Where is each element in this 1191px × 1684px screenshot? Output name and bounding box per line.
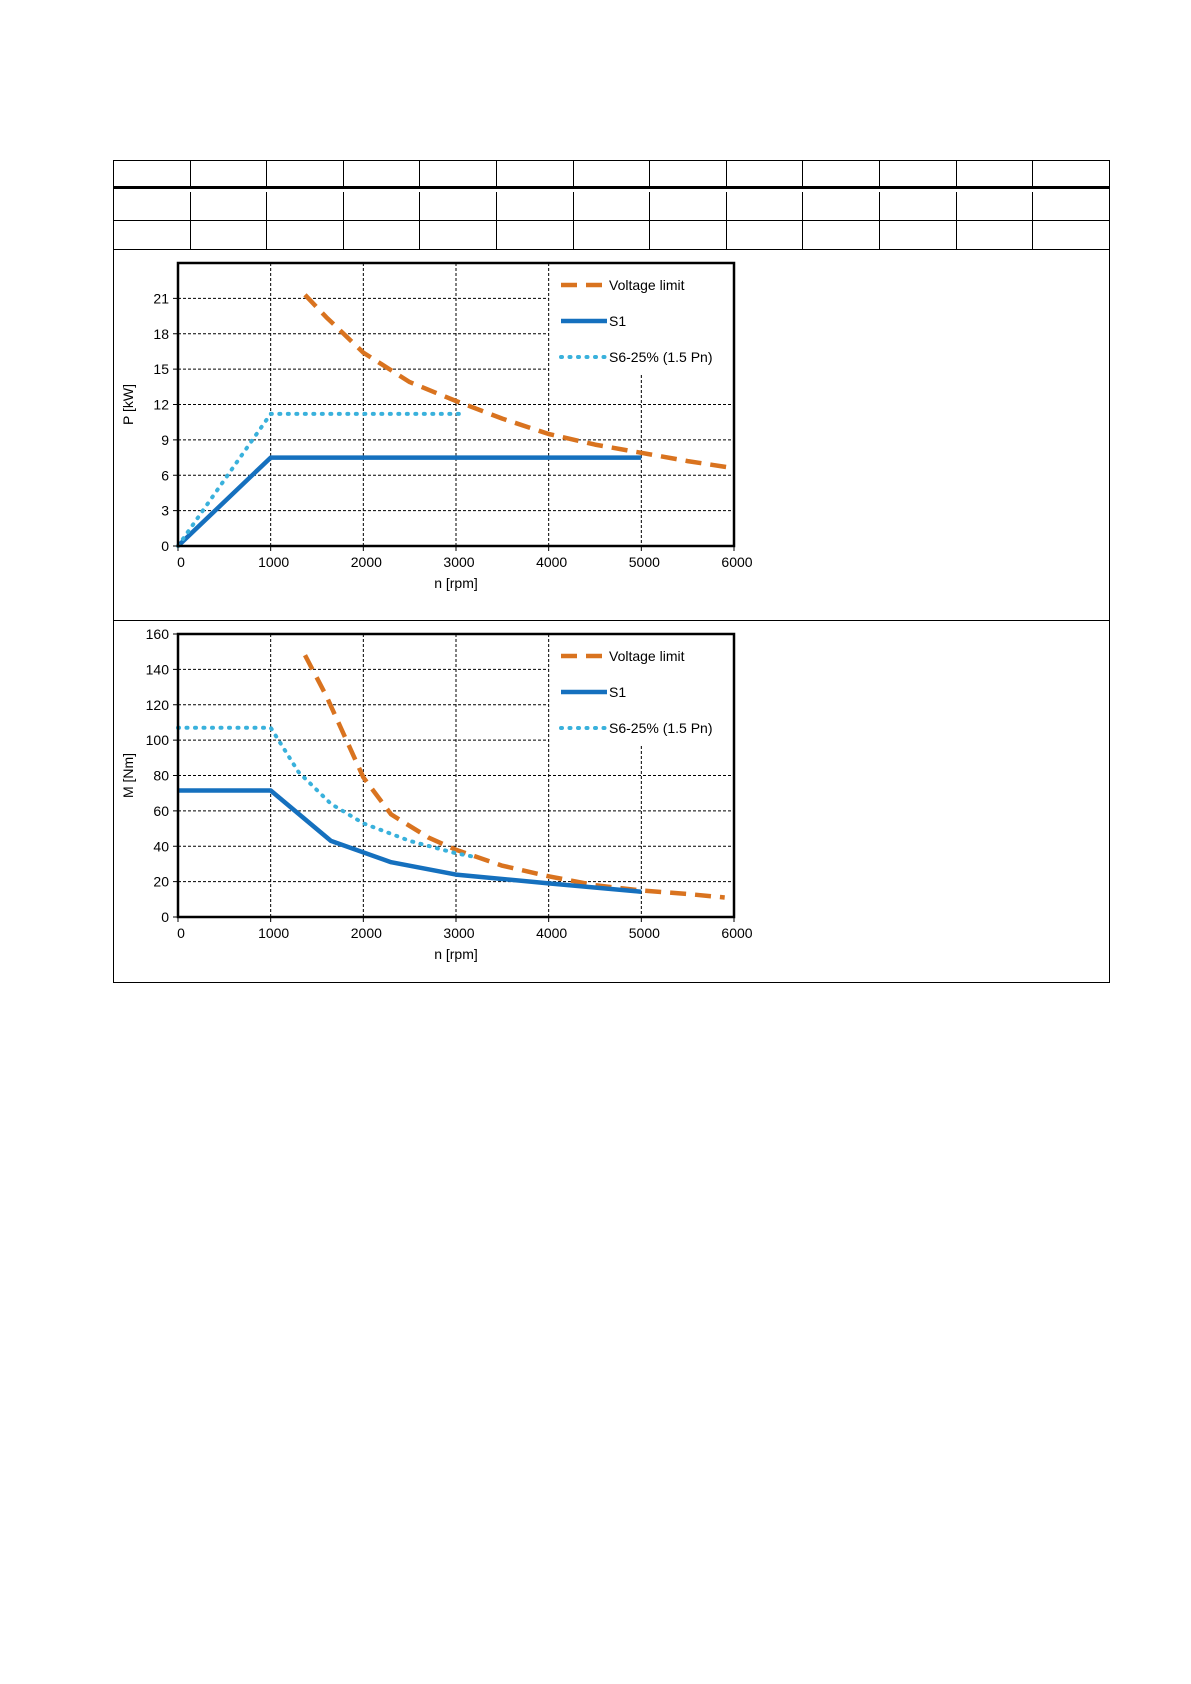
torque-chart-ylabel: M [Nm] xyxy=(120,753,136,798)
power-chart-xlabel: n [rpm] xyxy=(434,575,478,591)
table-cell xyxy=(572,192,650,220)
power-chart-series-voltage-limit xyxy=(303,293,735,471)
torque-chart-legend-label: Voltage limit xyxy=(609,648,685,664)
torque-chart-ytick-label: 0 xyxy=(161,909,169,925)
header-cell xyxy=(802,161,879,186)
power-chart-xtick-label: 5000 xyxy=(629,554,660,570)
power-chart-series-s1 xyxy=(176,455,642,548)
power-chart-xtick-label: 0 xyxy=(177,554,185,570)
header-cell xyxy=(879,161,956,186)
table-cell xyxy=(802,192,879,220)
power-chart-legend-label: S6-25% (1.5 Pn) xyxy=(609,349,713,365)
table-cell xyxy=(189,221,267,249)
table-cell xyxy=(572,221,650,249)
power-chart-series-s6-25-1-5-pn xyxy=(176,411,468,548)
header-cell xyxy=(266,161,343,186)
table-cell xyxy=(725,192,803,220)
table-cell xyxy=(955,192,1033,220)
header-row-3 xyxy=(114,221,1109,250)
torque-chart-row: 0 20 40 60 80 100 120 140 160 0 1000 2000 3000 4000 50… xyxy=(114,621,1109,982)
torque-chart-ytick-label: 160 xyxy=(146,626,170,642)
power-chart-ytick-label: 9 xyxy=(161,432,169,448)
power-chart-xtick-label: 2000 xyxy=(351,554,382,570)
torque-chart-xlabel: n [rpm] xyxy=(434,946,478,962)
torque-chart-ytick-label: 40 xyxy=(153,838,169,854)
torque-chart-xtick-label: 4000 xyxy=(536,925,567,941)
table-cell xyxy=(649,221,726,249)
header-cell xyxy=(955,161,1033,186)
torque-chart-xtick-label: 3000 xyxy=(443,925,474,941)
header-cell xyxy=(1032,161,1109,186)
header-cell xyxy=(342,161,420,186)
torque-chart-ytick-label: 60 xyxy=(153,803,169,819)
header-cell xyxy=(649,161,726,186)
power-chart-xtick-label: 1000 xyxy=(258,554,289,570)
torque-chart-xtick-label: 0 xyxy=(177,925,185,941)
power-chart-ytick-label: 15 xyxy=(153,361,169,377)
table-cell xyxy=(725,221,803,249)
table-cell xyxy=(879,192,956,220)
table-cell xyxy=(649,192,726,220)
table-cell xyxy=(1032,192,1109,220)
header-cell xyxy=(725,161,803,186)
torque-chart-ytick-label: 100 xyxy=(146,732,170,748)
power-chart-ytick-label: 12 xyxy=(153,397,169,413)
power-chart-xtick-label: 4000 xyxy=(536,554,567,570)
table-cell xyxy=(342,192,420,220)
power-chart-ytick-label: 6 xyxy=(161,467,169,483)
torque-chart-series-s1 xyxy=(178,788,642,894)
torque-chart-legend-label: S1 xyxy=(609,684,626,700)
torque-chart: 0 20 40 60 80 100 120 140 160 0 1000 2000 3000 4000 50… xyxy=(120,626,753,962)
power-chart-row: 0 3 6 9 12 15 18 21 0 1000 2000 3000 4000 5000 6000 n [… xyxy=(114,250,1109,621)
table-cell xyxy=(266,192,343,220)
table-cell xyxy=(114,221,190,249)
torque-chart-xtick-label: 5000 xyxy=(629,925,660,941)
torque-chart-ytick-label: 20 xyxy=(153,874,169,890)
torque-chart-ytick-label: 140 xyxy=(146,661,170,677)
table-cell xyxy=(419,192,496,220)
table-cell xyxy=(879,221,956,249)
torque-chart-ytick-label: 120 xyxy=(146,697,170,713)
header-cell xyxy=(572,161,650,186)
spec-frame: 0 3 6 9 12 15 18 21 0 1000 2000 3000 4000 5000 6000 n [… xyxy=(113,160,1110,983)
power-chart-ylabel: P [kW] xyxy=(120,384,136,425)
spec-header-table xyxy=(114,161,1109,250)
power-chart-ytick-label: 0 xyxy=(161,538,169,554)
power-chart-legend-label: S1 xyxy=(609,313,626,329)
table-cell xyxy=(496,221,573,249)
header-cell xyxy=(496,161,573,186)
power-chart-xtick-label: 3000 xyxy=(443,554,474,570)
table-cell xyxy=(955,221,1033,249)
power-chart-legend-label: Voltage limit xyxy=(609,277,685,293)
table-cell xyxy=(802,221,879,249)
table-cell xyxy=(342,221,420,249)
header-row-2 xyxy=(114,192,1109,221)
torque-chart-series-voltage-limit xyxy=(303,654,725,900)
power-chart-ytick-label: 3 xyxy=(161,503,169,519)
torque-chart-xtick-label: 1000 xyxy=(258,925,289,941)
table-cell xyxy=(419,221,496,249)
power-chart: 0 3 6 9 12 15 18 21 0 1000 2000 3000 4000 5000 6000 n [… xyxy=(120,261,753,591)
torque-chart-xtick-label: 6000 xyxy=(721,925,752,941)
table-cell xyxy=(266,221,343,249)
table-cell xyxy=(189,192,267,220)
table-cell xyxy=(496,192,573,220)
header-cell xyxy=(189,161,267,186)
torque-chart-ytick-label: 80 xyxy=(153,768,169,784)
torque-chart-series-s6-25-1-5-pn xyxy=(176,725,477,859)
header-cell xyxy=(114,161,190,186)
header-row-1 xyxy=(114,161,1109,189)
power-chart-ytick-label: 21 xyxy=(153,290,169,306)
power-chart-xtick-label: 6000 xyxy=(721,554,752,570)
power-chart-ytick-label: 18 xyxy=(153,326,169,342)
table-cell xyxy=(1032,221,1109,249)
torque-chart-xtick-label: 2000 xyxy=(351,925,382,941)
header-cell xyxy=(419,161,496,186)
torque-chart-legend-label: S6-25% (1.5 Pn) xyxy=(609,720,713,736)
table-cell xyxy=(114,192,190,220)
